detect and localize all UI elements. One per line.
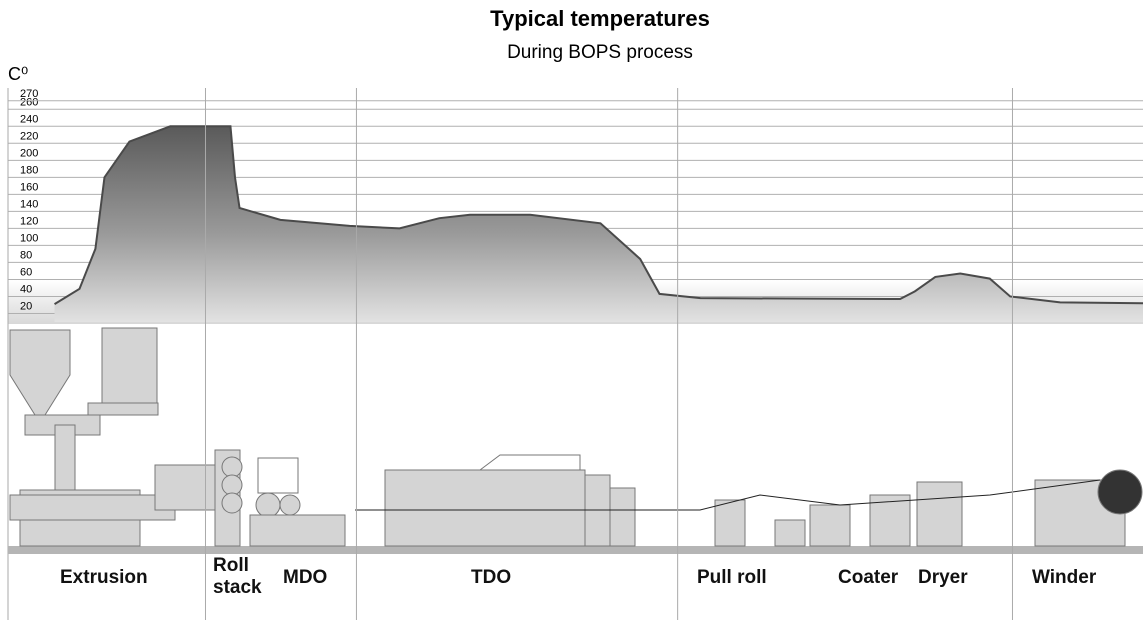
chart-title: Typical temperatures (490, 6, 710, 31)
section-label: Pull roll (697, 567, 767, 589)
y-tick-label: 20 (20, 300, 32, 312)
y-tick-label: 220 (20, 130, 38, 142)
y-tick-label: 240 (20, 113, 38, 125)
machinery (8, 328, 1143, 554)
area-fill (55, 126, 1143, 322)
section-label: Coater (838, 567, 898, 589)
y-tick-label: 40 (20, 283, 32, 295)
y-axis-label: C⁰ (8, 64, 28, 84)
chart: Typical temperatures During BOPS process… (0, 0, 1143, 620)
y-tick-label: 270 (20, 88, 38, 100)
page: Typical temperatures During BOPS process… (0, 0, 1143, 620)
section-label: Roll stack (213, 555, 263, 599)
section-label: Extrusion (60, 567, 148, 589)
y-tick-label: 140 (20, 198, 38, 210)
y-tick-label: 60 (20, 266, 32, 278)
section-label: MDO (283, 567, 327, 589)
y-tick-label: 120 (20, 215, 38, 227)
y-tick-label: 180 (20, 164, 38, 176)
y-tick-label: 160 (20, 181, 38, 193)
chart-subtitle: During BOPS process (507, 42, 693, 63)
section-label: Dryer (918, 567, 968, 589)
section-label: TDO (471, 567, 511, 589)
section-label: Winder (1032, 567, 1096, 589)
y-tick-label: 100 (20, 232, 38, 244)
y-tick-label: 80 (20, 249, 32, 261)
y-tick-label: 200 (20, 147, 38, 159)
